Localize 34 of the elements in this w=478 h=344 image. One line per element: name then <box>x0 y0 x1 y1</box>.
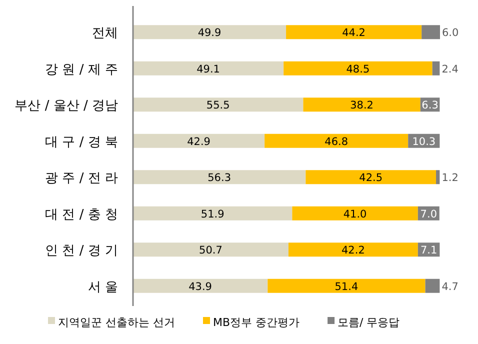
legend-label: 지역일꾼 선출하는 선거 <box>58 316 175 329</box>
y-tick-label: 대 전 / 충 청 <box>45 207 118 222</box>
legend-label: 모름/ 무응답 <box>338 316 400 329</box>
data-label: 49.9 <box>198 27 222 40</box>
y-tick-label: 강 원 / 제 주 <box>45 62 118 78</box>
data-label: 56.3 <box>208 172 232 184</box>
data-label: 2.4 <box>442 63 459 76</box>
data-label: 7.1 <box>420 244 438 257</box>
data-label: 41.0 <box>343 208 367 220</box>
data-label: 42.9 <box>187 136 210 148</box>
data-label: 7.0 <box>420 208 438 220</box>
data-label: 1.2 <box>442 172 458 184</box>
data-label: 4.7 <box>442 280 458 293</box>
data-label: 49.1 <box>196 63 220 76</box>
data-label: 38.2 <box>350 100 374 112</box>
data-label: 55.5 <box>206 100 230 112</box>
data-label: 43.9 <box>188 280 212 293</box>
data-label: 51.4 <box>334 280 358 293</box>
y-tick-label: 인 천 / 경 기 <box>45 244 118 259</box>
y-tick-label: 대 구 / 경 북 <box>45 134 118 150</box>
y-tick-label: 부산 / 울산 / 경남 <box>14 98 118 114</box>
data-label: 48.5 <box>346 63 370 76</box>
data-label: 51.9 <box>200 208 224 220</box>
y-tick-label: 서 울 <box>88 280 118 295</box>
data-label: 6.0 <box>442 27 459 40</box>
legend-label: MB정부 중간평가 <box>213 316 300 329</box>
data-label: 10.3 <box>412 136 436 148</box>
y-tick-label: 전체 <box>92 26 118 42</box>
y-tick-label: 광 주 / 전 라 <box>45 171 118 186</box>
data-label: 42.2 <box>342 244 365 257</box>
data-label: 42.5 <box>359 172 383 184</box>
data-label: 44.2 <box>342 27 366 40</box>
data-label: 46.8 <box>324 136 348 148</box>
data-label: 50.7 <box>199 244 222 257</box>
